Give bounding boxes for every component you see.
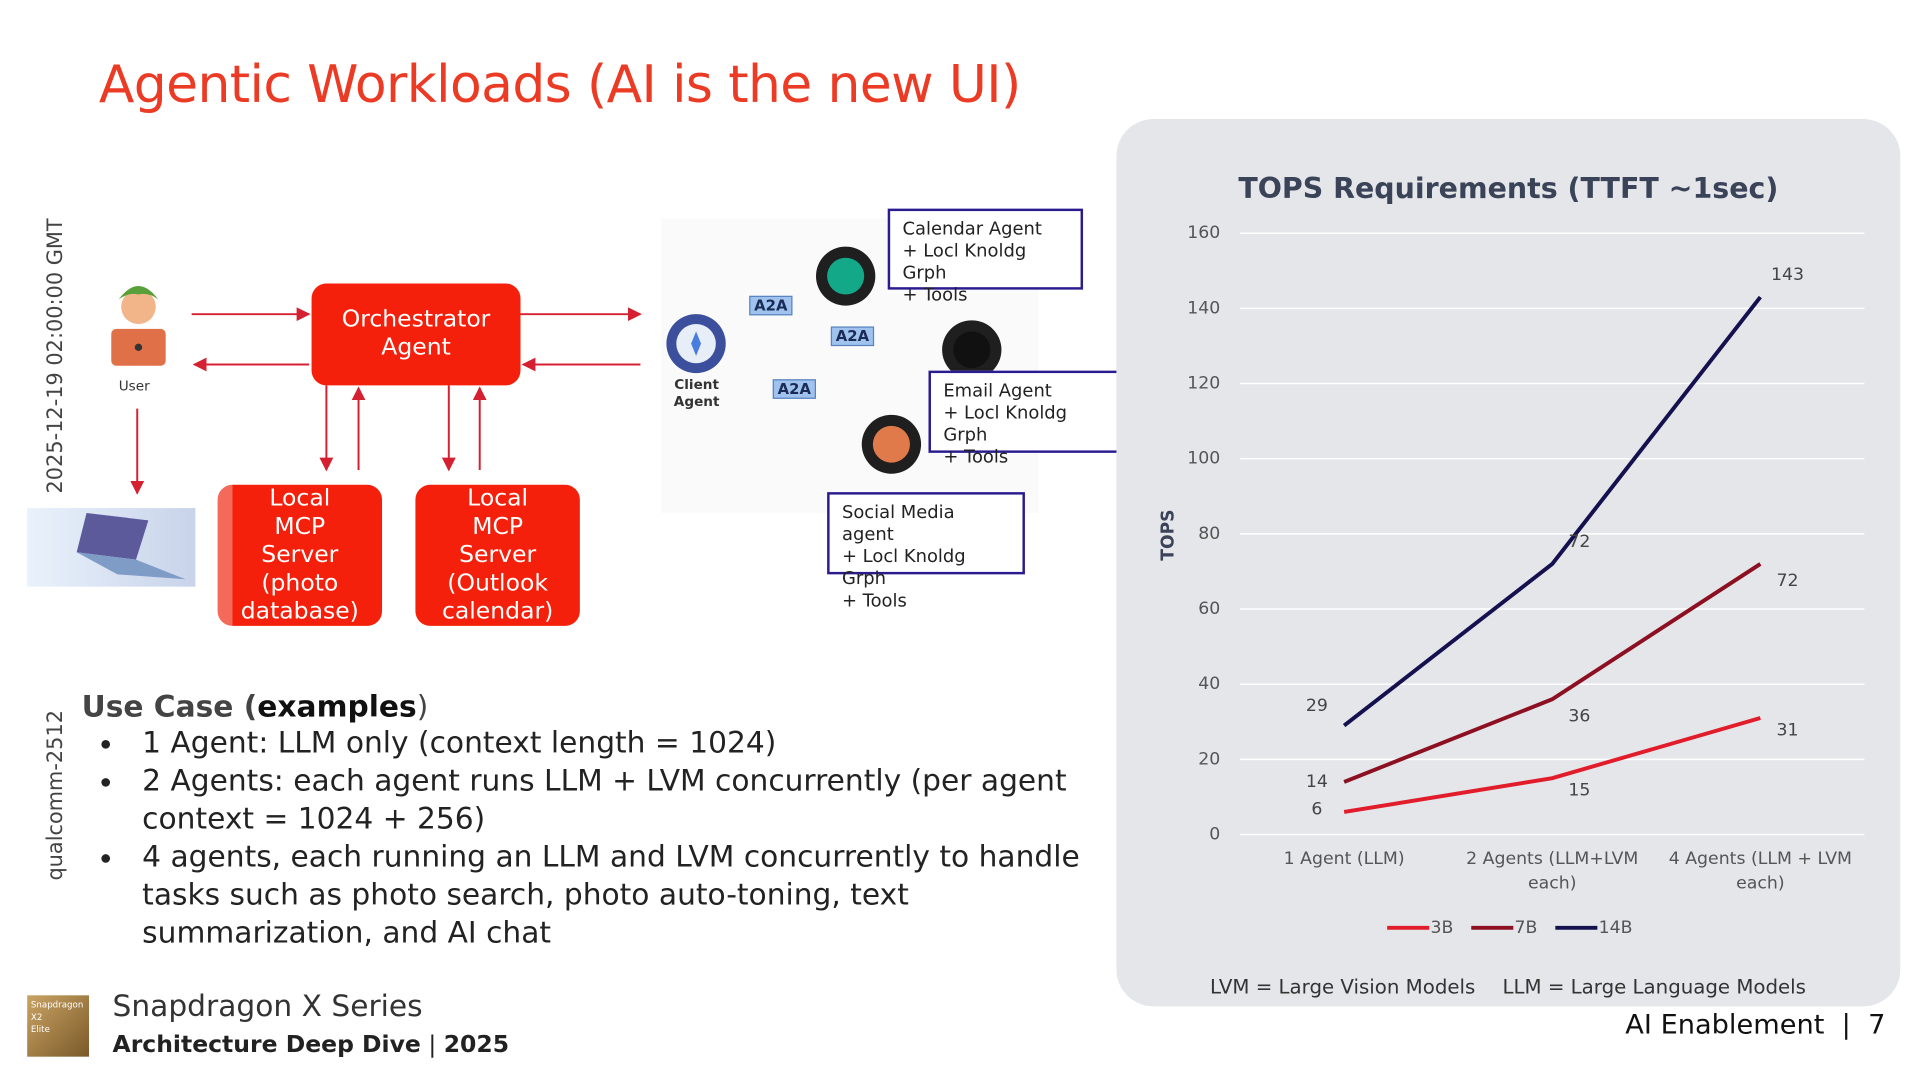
chart-title: TOPS Requirements (TTFT ~1sec) <box>1238 172 1778 205</box>
laptop-screen <box>76 512 149 560</box>
section: AI Enablement <box>1625 1010 1825 1041</box>
data-label: 14 <box>1306 772 1328 792</box>
line <box>1343 716 1761 814</box>
x-tick-label: 2 Agents (LLM+LVM each) <box>1466 849 1639 894</box>
chart-panel <box>1116 119 1901 1007</box>
line-text: database) <box>240 597 359 625</box>
y-tick-label: 0 <box>1209 825 1220 845</box>
line-text: + Locl Knoldg Grph <box>943 403 1068 446</box>
agent-box: Calendar Agent + Locl Knoldg Grph + Tools <box>887 208 1084 306</box>
line <box>1342 295 1762 728</box>
logo: Snapdragon X2 Elite <box>27 995 90 1057</box>
line-text: + Locl Knoldg Grph <box>902 241 1027 284</box>
data-label: 6 <box>1311 800 1322 820</box>
robot-icons <box>666 246 1002 474</box>
y-tick-label: 20 <box>1198 749 1220 769</box>
data-label: 31 <box>1777 720 1799 740</box>
line-text: (Outlook <box>447 569 548 597</box>
footer-section: AI Enablement | 7 <box>1625 1010 1886 1041</box>
chart-note: LLM = Large Language Models <box>1502 975 1805 998</box>
bullet: 4 agents, each running an LLM and LVM co… <box>127 838 1083 952</box>
orchestrator-box: Orchestrator Agent <box>311 283 521 386</box>
client-agent-label: Client Agent <box>674 377 720 411</box>
line-text: + Locl Knoldg Grph <box>841 547 966 590</box>
y-tick-label: 120 <box>1187 374 1220 394</box>
bullet-list: 1 Agent: LLM only (context length = 1024… <box>82 724 1083 952</box>
data-label: 72 <box>1568 532 1590 552</box>
a2a-label: A2A <box>772 379 816 399</box>
line-text: Calendar Agent <box>902 219 1042 240</box>
line-text: MCP <box>472 512 524 540</box>
mcp-server-box: Local MCP Server (Outlook calendar) <box>415 484 580 626</box>
data-label: 36 <box>1568 706 1590 726</box>
use-case: Use Case (examples) 1 Agent: LLM only (c… <box>82 690 1083 953</box>
x-tick-label-box: 4 Agents (LLM + LVM each) <box>1668 849 1852 894</box>
line-text: Agent <box>381 333 451 361</box>
heading-emphasis: examples <box>257 689 417 725</box>
legend-label: 14B <box>1599 918 1633 938</box>
page-number: 7 <box>1868 1010 1886 1041</box>
footer-subtitle: Architecture Deep Dive | 2025 <box>112 1030 510 1058</box>
line-text: Agent <box>673 393 720 410</box>
user-icon <box>111 285 166 366</box>
line-text: X2 <box>30 1012 43 1023</box>
y-tick-label: 60 <box>1198 599 1220 619</box>
data-label: 143 <box>1771 265 1804 285</box>
legend-label: 3B <box>1430 918 1453 938</box>
bullet: 1 Agent: LLM only (context length = 1024… <box>127 724 1083 762</box>
a2a-label: A2A <box>749 295 793 316</box>
data-label: 15 <box>1568 780 1590 800</box>
footer-series: Snapdragon X Series <box>112 989 423 1024</box>
line-text: Social Media agent <box>841 503 955 545</box>
x-tick-label-box: 1 Agent (LLM) <box>1283 849 1405 869</box>
a2a-label: A2A <box>830 326 875 347</box>
use-case-heading: Use Case (examples) <box>82 690 1083 724</box>
heading-text: Use Case ( <box>81 689 258 725</box>
line-text: Server <box>261 541 339 569</box>
bullet: 2 Agents: each agent runs LLM + LVM conc… <box>127 762 1083 838</box>
line-text: MCP <box>274 512 326 540</box>
y-tick-label: 40 <box>1198 674 1220 694</box>
y-tick-label: 140 <box>1187 298 1220 318</box>
x-tick-label-box: 2 Agents (LLM+LVM each) <box>1466 849 1639 894</box>
line-text: Local <box>269 484 331 512</box>
line-text: + Tools <box>902 285 968 306</box>
line-text: + Tools <box>841 591 907 612</box>
line-text: Orchestrator <box>341 305 491 333</box>
year: 2025 <box>443 1030 510 1058</box>
line-text: Client <box>674 376 719 393</box>
mcp-server-box: Local MCP Server (photo database) <box>217 484 383 626</box>
line-text: calendar) <box>441 597 554 625</box>
line-text: Elite <box>30 1024 50 1035</box>
subtitle: Architecture Deep Dive <box>112 1030 421 1058</box>
line-text: Email Agent <box>943 381 1052 402</box>
legend-label: 7B <box>1515 918 1538 938</box>
line-text: Local <box>467 484 529 512</box>
arrows <box>130 307 642 495</box>
x-tick-label: 1 Agent (LLM) <box>1283 849 1405 869</box>
laptop-keyboard <box>76 552 186 580</box>
y-tick-label: 80 <box>1198 524 1220 544</box>
data-label: 72 <box>1777 571 1799 591</box>
line-text: Server <box>459 541 537 569</box>
user-label: User <box>118 377 150 394</box>
line-text: Snapdragon <box>30 1000 84 1011</box>
agent-box: Email Agent + Locl Knoldg Grph + Tools <box>928 370 1126 468</box>
title: Agentic Workloads (AI is the new UI) <box>98 53 1021 115</box>
y-tick-label: 160 <box>1187 223 1220 243</box>
y-axis-label: TOPS <box>1158 509 1178 560</box>
line-text: + Tools <box>943 447 1009 468</box>
line <box>1343 562 1762 784</box>
y-tick-label: 100 <box>1187 449 1220 469</box>
agent-box: Social Media agent + Locl Knoldg Grph + To… <box>827 492 1025 611</box>
line-text: (photo <box>261 569 339 597</box>
x-tick-label: 4 Agents (LLM + LVM each) <box>1668 849 1852 894</box>
data-label: 29 <box>1306 696 1328 716</box>
chart-note: LVM = Large Vision Models <box>1210 975 1475 998</box>
heading-text: ) <box>416 689 429 725</box>
